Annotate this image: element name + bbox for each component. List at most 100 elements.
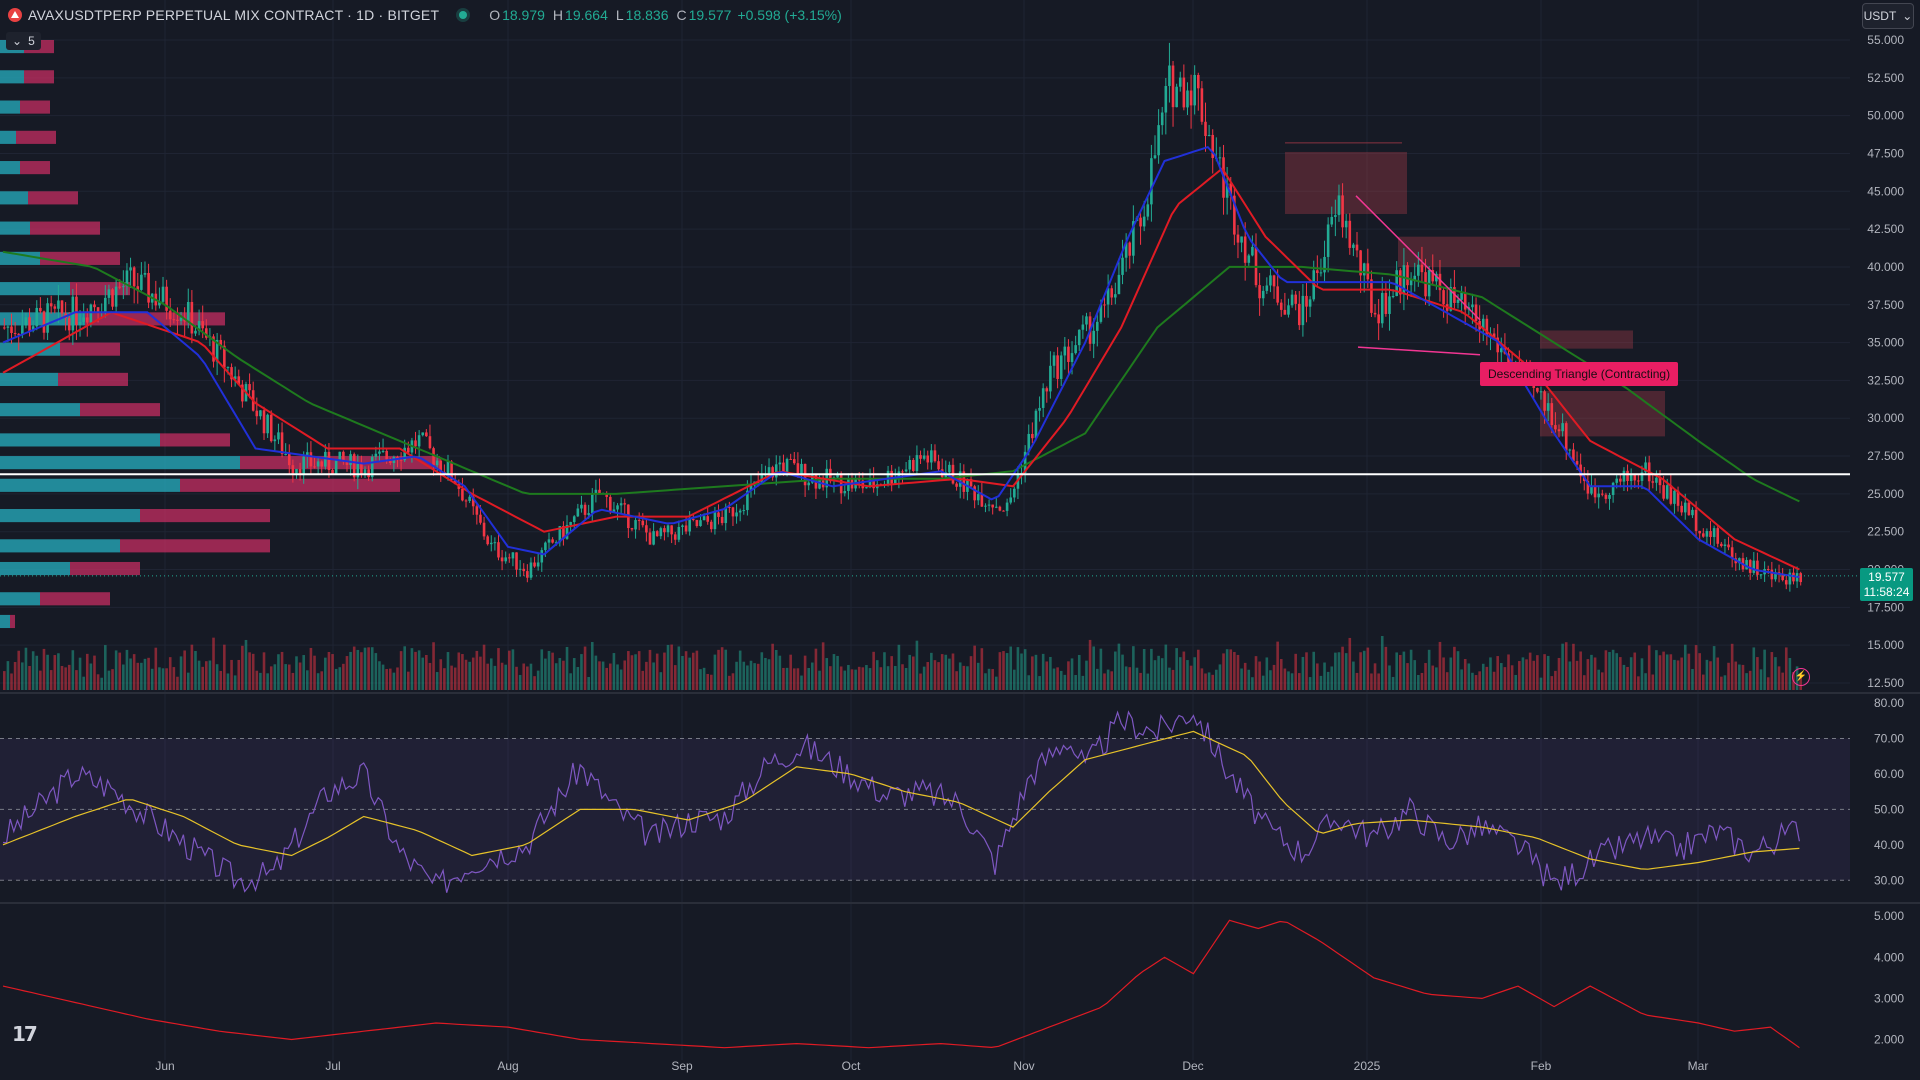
candle-331 (1196, 74, 1200, 89)
volume-bar-308 (1114, 651, 1117, 690)
candle-403 (1456, 299, 1460, 303)
volume-bar-1 (6, 661, 10, 690)
volume-bar-458 (1655, 650, 1658, 690)
indicators-collapse-button[interactable]: ⌄ 5 (6, 32, 41, 50)
volume-bar-494 (1784, 647, 1788, 690)
volume-bar-287 (1038, 676, 1041, 690)
volume-bar-353 (1276, 641, 1279, 690)
candle-34 (125, 270, 129, 287)
volume-profile-up-6 (0, 221, 30, 235)
volume-bar-48 (176, 676, 179, 690)
volume-bar-148 (536, 670, 540, 690)
rsi-tick-label-4: 40.00 (1874, 838, 1904, 852)
tradingview-logo[interactable]: 17 (12, 1022, 38, 1046)
time-tick-label-4: Oct (842, 1059, 861, 1073)
volume-bar-422 (1525, 659, 1528, 690)
volume-bar-382 (1380, 636, 1384, 690)
volume-profile-down-4 (20, 161, 50, 175)
volume-bar-401 (1449, 657, 1453, 690)
candle-485 (1752, 560, 1756, 573)
volume-bar-381 (1377, 673, 1380, 690)
candle-251 (908, 459, 912, 470)
candle-102 (370, 456, 374, 478)
volume-bar-304 (1099, 648, 1103, 690)
volume-bar-117 (425, 655, 428, 690)
volume-bar-310 (1121, 654, 1124, 690)
candle-362 (1308, 299, 1312, 307)
candle-135 (489, 542, 493, 545)
candle-364 (1316, 270, 1319, 274)
volume-bar-56 (205, 661, 208, 690)
candle-317 (1146, 204, 1150, 217)
pattern-label[interactable]: Descending Triangle (Contracting) (1480, 362, 1679, 386)
volume-bar-192 (695, 650, 699, 690)
candle-283 (1023, 451, 1027, 473)
candle-397 (1435, 273, 1438, 282)
volume-bar-34 (125, 649, 129, 690)
volume-bar-114 (414, 651, 417, 690)
symbol-title[interactable]: AVAXUSDTPERP PERPETUAL MIX CONTRACT · 1D… (28, 7, 440, 23)
volume-bar-178 (645, 661, 648, 690)
volume-bar-176 (637, 651, 641, 690)
volume-bar-43 (158, 667, 161, 690)
volume-bar-479 (1730, 643, 1734, 690)
volume-bar-149 (540, 649, 544, 690)
candle-319 (1153, 155, 1157, 159)
volume-bar-352 (1272, 664, 1276, 690)
volume-bar-242 (875, 660, 879, 690)
candle-179 (648, 532, 652, 545)
volume-bar-198 (717, 649, 720, 690)
volume-bar-356 (1287, 671, 1290, 690)
volume-bar-243 (879, 667, 883, 690)
volume-bar-487 (1759, 669, 1763, 690)
volume-bar-186 (673, 665, 677, 690)
volume-bar-193 (699, 669, 702, 690)
volume-bar-493 (1781, 672, 1784, 690)
candle-379 (1370, 279, 1373, 313)
volume-profile-up-12 (0, 403, 80, 417)
candle-358 (1294, 294, 1297, 304)
volume-bar-444 (1604, 650, 1608, 690)
volume-bar-372 (1344, 653, 1348, 690)
candle-15 (57, 300, 60, 309)
candle-86 (313, 466, 316, 468)
candle-494 (1784, 580, 1788, 585)
currency-select[interactable]: USDT ⌄ (1862, 3, 1914, 29)
volume-bar-387 (1398, 654, 1402, 690)
candle-468 (1691, 509, 1694, 516)
volume-bar-293 (1059, 670, 1063, 690)
volume-bar-294 (1063, 674, 1067, 690)
candle-146 (529, 562, 533, 578)
volume-bar-155 (562, 660, 565, 690)
volume-bar-419 (1514, 674, 1518, 690)
candle-203 (735, 512, 738, 517)
candle-112 (407, 447, 410, 453)
candle-268 (969, 479, 973, 487)
volume-bar-217 (785, 667, 789, 690)
volume-bar-124 (450, 665, 453, 690)
volume-bar-105 (381, 664, 385, 690)
volume-bar-446 (1611, 649, 1615, 690)
candle-233 (843, 491, 847, 494)
volume-bar-245 (886, 666, 890, 690)
candle-372 (1344, 220, 1348, 228)
candle-94 (342, 451, 345, 462)
volume-bar-330 (1193, 657, 1196, 690)
price-tick-label-12: 25.000 (1867, 487, 1904, 501)
volume-bar-222 (803, 655, 807, 690)
volume-bar-393 (1420, 672, 1424, 690)
volume-bar-417 (1507, 654, 1510, 690)
volume-bar-70 (255, 670, 259, 690)
candle-78 (284, 454, 287, 456)
volume-bar-181 (655, 653, 659, 690)
candle-45 (165, 286, 168, 311)
candle-191 (691, 518, 695, 520)
volume-bar-485 (1752, 647, 1756, 690)
ema-mid-line (2, 167, 1800, 571)
candle-329 (1189, 90, 1193, 106)
candle-22 (82, 317, 85, 322)
volume-profile-up-7 (0, 251, 40, 265)
volume-bar-129 (468, 661, 471, 690)
lightning-icon[interactable]: ⚡ (1792, 668, 1810, 686)
